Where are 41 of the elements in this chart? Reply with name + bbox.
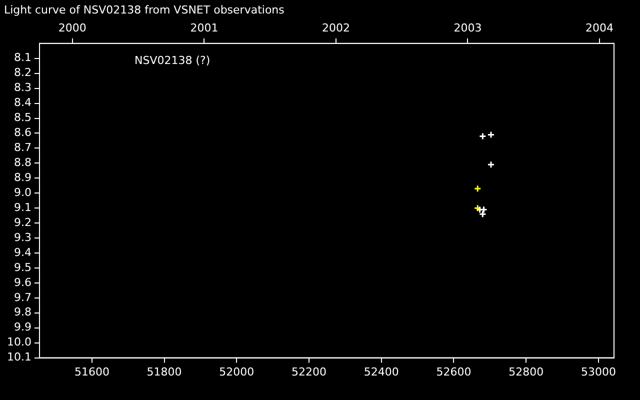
y-tick-label: 9.3 <box>14 230 32 244</box>
x2-tick-label: 2000 <box>58 22 86 35</box>
y-tick-label: 8.3 <box>14 81 32 94</box>
y-tick-label: 8.4 <box>14 96 32 110</box>
x-tick-label: 52600 <box>436 365 472 378</box>
y-tick-label: 8.1 <box>14 51 32 64</box>
y-tick-label: 8.8 <box>14 156 32 170</box>
y-tick-label: 8.6 <box>14 126 32 140</box>
y-tick-label: 9.5 <box>14 260 32 274</box>
y-tick-label: 8.2 <box>14 66 32 80</box>
y-tick-label: 9.2 <box>14 216 32 229</box>
annotation: NSV02138 (?) <box>134 54 210 67</box>
x2-tick-label: 2002 <box>322 22 350 35</box>
y-tick-label: 9.8 <box>14 306 32 319</box>
point <box>480 206 488 214</box>
y-tick-label: 9.6 <box>14 276 32 289</box>
y-tick-label: 9.9 <box>14 320 32 334</box>
y-tick-label: 9.7 <box>14 290 32 304</box>
x2-tick-label: 2003 <box>454 22 482 35</box>
x-tick-label: 52000 <box>219 365 254 378</box>
point <box>474 184 482 192</box>
x-tick-label: 52800 <box>508 365 544 378</box>
y-tick-label: 9.0 <box>14 186 32 199</box>
y-tick-label: 10.0 <box>6 336 32 349</box>
x2-tick-label: 2004 <box>586 22 614 35</box>
y-tick-label: 8.5 <box>14 111 32 124</box>
y-tick-label: 8.7 <box>14 141 32 154</box>
x-tick-label: 53000 <box>580 365 616 378</box>
point <box>487 160 495 168</box>
x2-tick-label: 2001 <box>190 22 218 35</box>
point <box>487 130 495 138</box>
x-tick-label: 51800 <box>146 365 182 378</box>
x-tick-label: 52200 <box>292 365 327 378</box>
point <box>478 132 486 140</box>
x-tick-label: 52400 <box>364 365 399 378</box>
y-tick-label: 10.1 <box>6 350 32 364</box>
y-tick-label: 9.1 <box>14 200 32 214</box>
x-tick-label: 51600 <box>74 365 110 378</box>
y-tick-label: 9.4 <box>14 246 32 259</box>
chart-title: Light curve of NSV02138 from VSNET observations <box>4 3 285 16</box>
y-tick-label: 8.9 <box>14 171 32 184</box>
